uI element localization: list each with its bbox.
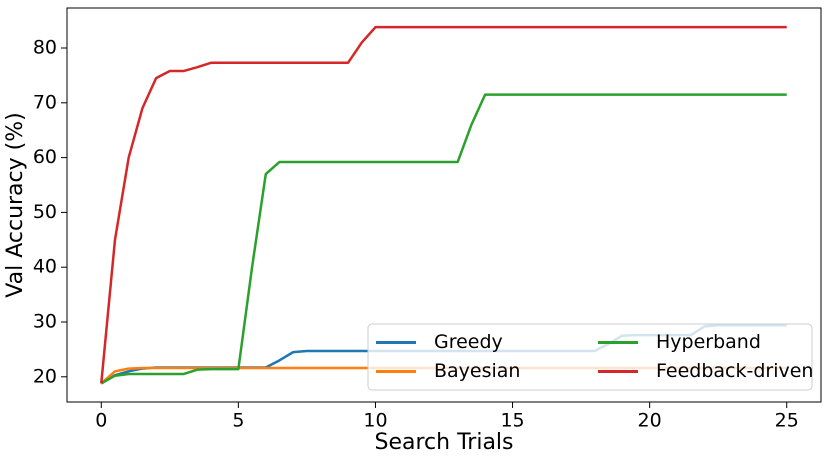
y-tick-label: 40: [33, 256, 57, 278]
y-axis-label: Val Accuracy (%): [3, 112, 28, 297]
x-tick-label: 0: [95, 410, 107, 432]
x-tick-label: 10: [363, 410, 387, 432]
legend-label: Hyperband: [656, 331, 761, 353]
x-tick-label: 15: [500, 410, 524, 432]
y-tick-label: 60: [33, 146, 57, 168]
y-tick-label: 30: [33, 310, 57, 332]
y-tick-label: 70: [33, 91, 57, 113]
y-tick-label: 50: [33, 201, 57, 223]
legend-label: Greedy: [434, 331, 503, 353]
y-tick-label: 80: [33, 37, 57, 59]
plot-frame: [66, 7, 822, 403]
y-tick-label: 20: [33, 365, 57, 387]
x-tick-label: 25: [775, 410, 799, 432]
legend-label: Bayesian: [434, 360, 520, 382]
legend-label: Feedback-driven: [656, 360, 813, 382]
line-series: [100, 25, 787, 384]
legend-box: [367, 323, 813, 391]
line-series: [100, 93, 787, 385]
x-tick-label: 5: [232, 410, 244, 432]
x-tick-label: 20: [638, 410, 662, 432]
x-axis-label: Search Trials: [375, 430, 514, 455]
